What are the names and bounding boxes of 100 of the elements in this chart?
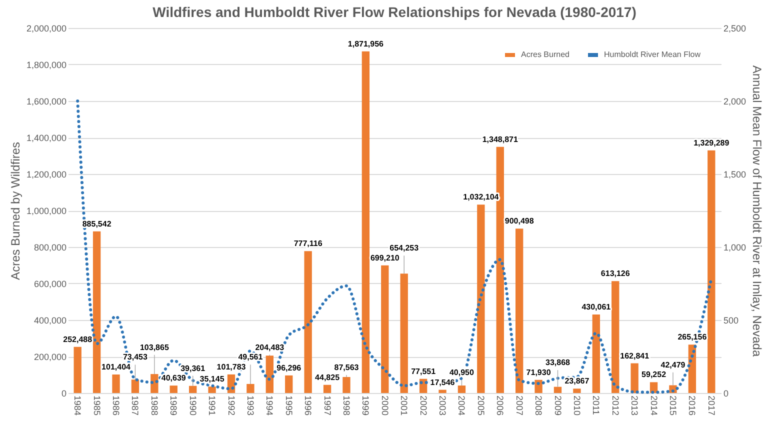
x-tick-label: 1991	[207, 396, 218, 416]
data-label: 87,563	[334, 363, 360, 372]
bar	[170, 386, 178, 393]
x-tick-label: 2004	[456, 396, 467, 416]
bar	[304, 251, 312, 393]
x-tick-label: 1994	[264, 396, 275, 416]
bar	[74, 346, 82, 393]
data-label: 103,865	[140, 342, 170, 352]
x-tick-label: 2009	[552, 396, 563, 416]
x-tick-label: 1993	[245, 396, 256, 416]
x-tick-label: 1988	[149, 396, 160, 416]
y2-axis-title: Annual Mean Flow of Humboldt River at Imlay, Nevada	[750, 65, 764, 357]
data-label: 40,639	[161, 374, 186, 383]
data-label: 59,252	[642, 370, 667, 380]
y-tick-label: 1,200,000	[26, 170, 66, 180]
x-tick-label: 2007	[514, 396, 524, 416]
data-label: 44,825	[315, 372, 340, 382]
x-tick-label: 2010	[572, 396, 582, 416]
x-tick-label: 1984	[72, 396, 83, 416]
x-tick-label: 1986	[111, 396, 122, 416]
chart-title: Wildfires and Humboldt River Flow Relationships for Nevada (1980-2017)	[152, 4, 636, 20]
bar	[188, 386, 197, 393]
x-tick-label: 2001	[399, 396, 410, 416]
x-tick-label: 2017	[706, 396, 716, 416]
bar	[708, 150, 716, 393]
y-tick-label: 600,000	[34, 279, 66, 289]
bar	[92, 231, 101, 393]
bar	[515, 228, 524, 393]
bar	[477, 204, 485, 393]
y-axis-title: Acres Burned by Wildfires	[8, 142, 22, 280]
y-tick-label: 2,000,000	[26, 24, 66, 34]
data-label: 1,871,956	[348, 39, 384, 48]
bar	[131, 380, 140, 393]
bar	[285, 375, 293, 393]
data-label: 101,404	[102, 362, 132, 372]
data-label: 35,145	[200, 374, 225, 384]
bar	[534, 380, 542, 393]
bar	[246, 384, 254, 393]
data-label: 430,061	[582, 302, 612, 312]
x-tick-label: 2005	[476, 396, 486, 416]
y2-tick-label: 0	[724, 388, 729, 398]
x-tick-label: 2006	[495, 396, 506, 416]
y-tick-label: 1,000,000	[26, 206, 66, 216]
x-tick-label: 1985	[92, 396, 102, 416]
y-tick-label: 1,400,000	[26, 133, 66, 143]
bar	[266, 356, 274, 393]
bar	[438, 390, 446, 393]
data-label: 885,542	[82, 219, 112, 228]
bar	[573, 388, 581, 393]
y2-tick-label: 1,500	[724, 170, 746, 180]
data-label: 699,210	[370, 253, 400, 262]
data-label: 613,126	[600, 269, 630, 278]
data-label: 265,156	[678, 332, 708, 342]
x-tick-label: 1996	[303, 396, 314, 416]
x-tick-label: 1999	[360, 396, 371, 416]
x-tick-label: 2013	[630, 396, 640, 416]
data-label: 39,361	[180, 364, 206, 373]
bar	[150, 374, 158, 393]
x-tick-label: 1987	[130, 396, 140, 416]
x-tick-label: 2015	[668, 396, 678, 416]
y-tick-label: 0	[61, 388, 66, 398]
bar	[630, 363, 638, 393]
data-label: 77,551	[411, 366, 436, 376]
bar	[362, 51, 370, 393]
bar	[208, 386, 216, 393]
y-tick-label: 1,600,000	[26, 96, 66, 106]
legend-label: Acres Burned	[521, 50, 570, 59]
bar	[342, 377, 350, 393]
y-tick-label: 800,000	[34, 242, 66, 252]
data-label: 162,841	[620, 351, 650, 360]
y-tick-label: 400,000	[34, 316, 66, 326]
data-label: 33,868	[546, 358, 571, 368]
y2-tick-label: 1,000	[724, 242, 746, 252]
data-label: 101,783	[216, 362, 246, 372]
x-tick-label: 1992	[226, 396, 236, 416]
x-tick-label: 2008	[534, 396, 544, 416]
x-tick-label: 1998	[341, 396, 352, 416]
bar	[323, 384, 332, 393]
bar	[381, 265, 389, 393]
x-tick-label: 2000	[380, 396, 390, 416]
data-label: 900,498	[504, 216, 534, 226]
data-label: 73,453	[122, 352, 148, 362]
data-label: 71,930	[526, 368, 552, 377]
data-label: 1,329,289	[694, 138, 730, 148]
bar	[612, 281, 620, 393]
y2-tick-label: 2,500	[724, 24, 746, 34]
x-tick-label: 2016	[687, 396, 698, 416]
data-label: 96,296	[276, 363, 302, 372]
x-tick-label: 2012	[610, 396, 620, 416]
data-label: 23,867	[564, 376, 590, 386]
data-label: 42,479	[660, 360, 686, 370]
x-tick-label: 1995	[284, 396, 294, 416]
x-tick-label: 2011	[591, 396, 602, 415]
data-label: 777,116	[294, 239, 323, 248]
x-tick-label: 2003	[438, 396, 448, 416]
bar	[554, 386, 562, 393]
y2-tick-label: 500	[724, 316, 739, 326]
y2-tick-label: 2,000	[724, 96, 746, 106]
x-tick-label: 1990	[188, 396, 198, 416]
data-label: 654,253	[390, 244, 420, 253]
